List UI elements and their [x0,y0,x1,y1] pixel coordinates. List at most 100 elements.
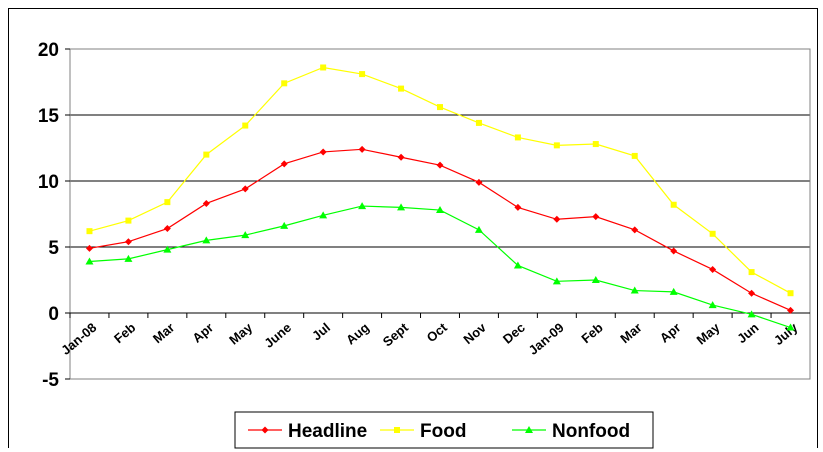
data-point [261,426,269,434]
data-point [630,286,639,294]
legend-item-food: Food [380,421,466,442]
data-point [86,228,93,235]
series-food [86,64,794,297]
data-point [747,310,756,318]
grid-lines [70,48,810,314]
data-point [709,230,716,237]
y-tick-label: 15 [38,106,60,127]
data-point [241,185,249,193]
data-point [670,201,677,208]
data-point [474,225,483,233]
data-point [85,244,93,252]
data-point [320,64,327,71]
data-point [553,142,560,149]
data-point [787,306,795,314]
data-point [358,145,366,153]
data-point [163,225,171,233]
data-point [436,161,444,169]
data-point [514,134,521,141]
data-point [242,122,249,129]
y-tick-label: 20 [38,40,59,61]
x-tick-label: Aug [343,320,372,348]
data-point [631,152,638,159]
data-point [669,287,678,295]
data-point [280,221,289,229]
data-point [280,160,288,168]
data-point [319,148,327,156]
data-point [163,245,172,253]
data-point [125,217,132,224]
legend: Headline Food Nonfood [234,411,654,449]
x-tick-label: Dec [500,320,528,347]
data-point [787,290,794,297]
series-line [89,148,791,311]
x-tick-label: July [771,319,801,348]
y-tick-label: 0 [48,304,59,325]
series-headline [85,145,795,314]
data-point [124,254,133,262]
x-tick-label: Feb [111,320,138,346]
data-point [748,289,756,297]
series-layer [85,64,795,331]
legend-label: Food [420,421,466,442]
data-point [124,238,132,246]
data-point [397,153,405,161]
legend-item-headline: Headline [248,421,367,442]
data-point [436,206,444,214]
legend-box [234,411,654,449]
data-point [358,202,367,210]
legend-label: Headline [288,421,367,442]
data-point [786,323,795,331]
data-point [591,276,600,283]
data-point [359,71,366,78]
chart-frame [8,8,818,448]
data-point [202,236,211,244]
data-point [85,257,94,265]
y-tick-label: 10 [38,172,59,193]
legend-item-nonfood: Nonfood [512,421,630,442]
data-point [397,203,406,211]
data-point [513,261,522,269]
data-point [319,211,328,219]
plot-area [69,48,811,380]
x-tick-label: Apr [189,320,216,346]
x-tick-label: June [261,320,294,351]
data-point [553,215,561,223]
data-point [592,141,599,148]
x-tick-label: Sept [380,319,412,349]
x-tick-label: Jun [734,320,761,346]
x-tick-label: Feb [578,320,605,346]
series-line [89,205,791,329]
data-point [398,85,405,92]
y-axis-ticks: -5 0 5 10 15 20 [38,40,70,391]
x-axis-ticks: Jan-08 Feb Mar Apr May June Jul Aug Sept Oct Nov De… [58,312,810,358]
data-point [708,301,717,309]
x-tick-label: May [226,319,256,347]
data-point [281,80,288,87]
x-tick-label: Jan-08 [58,320,99,358]
x-tick-label: May [694,319,724,347]
x-tick-label: Jan-09 [526,320,567,358]
data-point [437,104,443,111]
x-tick-label: Mar [617,320,644,346]
data-point [241,231,250,239]
data-point [670,247,678,255]
data-point [552,277,561,285]
data-point [202,199,210,207]
series-nonfood [85,202,795,331]
series-line [89,66,791,294]
data-point [514,203,522,211]
data-point [709,265,717,273]
x-tick-label: Nov [460,319,489,347]
y-tick-label: 5 [48,238,59,259]
x-tick-label: Jul [309,320,333,344]
data-point [592,213,600,221]
y-tick-label: -5 [42,370,59,391]
legend-label: Nonfood [552,421,630,442]
data-point [631,226,639,234]
x-tick-label: Mar [150,320,177,346]
data-point [164,199,171,206]
data-point [203,151,210,158]
data-point [475,178,483,186]
